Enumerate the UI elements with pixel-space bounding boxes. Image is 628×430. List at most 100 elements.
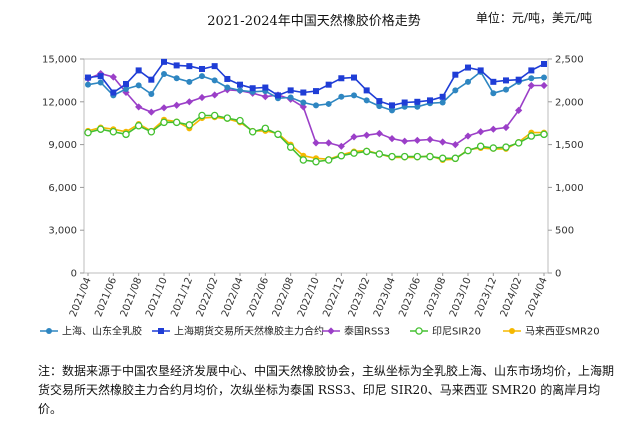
data-point	[375, 150, 384, 158]
data-point	[337, 142, 345, 150]
data-point	[274, 130, 282, 139]
data-point	[514, 139, 523, 147]
data-point	[262, 84, 269, 91]
chart-footnote: 注：数据来源于中国农垦经济发展中心、中国天然橡胶协会，主纵坐标为全乳胶上海、山东…	[38, 364, 615, 416]
right-axis-tick-label: 2,000	[555, 97, 584, 108]
left-axis-tick-label: 12,000	[42, 97, 77, 108]
data-point	[122, 130, 130, 139]
data-point	[249, 85, 256, 92]
data-point	[134, 122, 143, 130]
data-point	[338, 93, 345, 100]
data-point	[160, 104, 168, 112]
left-axis-tick-label: 3,000	[48, 226, 77, 237]
legend-item: 印尼SIR20	[410, 326, 481, 338]
data-point	[465, 78, 471, 85]
x-axis-tick-label: 2024/02	[499, 276, 525, 319]
data-point	[490, 90, 497, 97]
data-point	[123, 80, 129, 87]
data-point	[135, 67, 142, 74]
legend-marker	[509, 328, 515, 334]
right-axis-tick-label: 1,000	[555, 183, 584, 194]
x-axis-tick-label: 2023/08	[423, 276, 449, 319]
data-point	[161, 58, 167, 65]
data-point	[325, 139, 333, 147]
data-point	[527, 132, 536, 140]
series-0	[85, 68, 547, 114]
data-point	[401, 99, 408, 106]
data-point	[540, 130, 548, 139]
x-axis-tick-label: 2021/06	[93, 276, 119, 319]
data-point	[299, 156, 308, 164]
legend-marker	[158, 328, 164, 334]
data-point	[135, 82, 142, 89]
data-point	[439, 93, 446, 100]
data-point	[286, 143, 295, 151]
series-line	[87, 116, 544, 161]
data-point	[503, 86, 509, 93]
x-axis-tick-label: 2021/04	[68, 276, 94, 319]
data-point	[388, 135, 396, 143]
data-point	[413, 136, 421, 144]
x-axis-tick-label: 2023/12	[473, 276, 499, 319]
chart-title: 2021-2024年中国天然橡胶价格走势	[207, 13, 421, 29]
legend-item: 马来西亚SMR20	[503, 326, 600, 338]
data-point	[248, 128, 257, 136]
legend-marker	[327, 327, 335, 335]
x-axis-tick-label: 2022/02	[195, 276, 221, 319]
data-point	[160, 118, 168, 127]
data-point	[363, 131, 371, 139]
right-axis-tick-label: 500	[555, 226, 574, 237]
data-point	[275, 92, 281, 99]
data-point	[300, 99, 307, 106]
data-point	[312, 139, 320, 147]
data-point	[451, 154, 460, 163]
data-point	[438, 154, 447, 163]
data-point	[426, 135, 434, 144]
data-point	[186, 78, 193, 85]
data-point	[198, 93, 206, 102]
data-point	[96, 125, 105, 133]
data-point	[287, 87, 294, 94]
data-point	[528, 75, 535, 82]
data-point	[414, 103, 421, 110]
data-point	[465, 64, 471, 71]
data-point	[147, 128, 156, 136]
data-point	[211, 77, 218, 84]
data-point	[85, 81, 91, 88]
data-point	[351, 74, 357, 81]
data-point	[451, 141, 459, 149]
data-point	[84, 128, 92, 137]
data-point	[198, 111, 206, 120]
data-point	[185, 121, 194, 129]
data-point	[464, 132, 472, 140]
x-axis-tick-label: 2023/10	[448, 276, 474, 319]
data-point	[452, 87, 459, 94]
data-point	[261, 124, 270, 133]
data-point	[376, 98, 383, 105]
data-point	[351, 92, 357, 99]
data-point	[172, 118, 181, 127]
data-point	[350, 133, 358, 141]
x-axis-tick-label: 2023/04	[372, 276, 398, 319]
x-axis-tick-label: 2021/08	[119, 276, 145, 319]
series-4	[85, 114, 547, 164]
data-point	[224, 84, 231, 91]
data-point	[490, 78, 497, 85]
right-axis-tick-label: 1,500	[555, 140, 584, 151]
x-axis-tick-label: 2022/04	[220, 276, 246, 319]
data-point	[312, 157, 320, 166]
data-point	[476, 142, 485, 151]
data-point	[413, 152, 422, 161]
data-point	[237, 81, 243, 88]
x-axis-tick-label: 2022/10	[296, 276, 322, 319]
series-line	[87, 114, 545, 163]
data-point	[350, 149, 358, 157]
data-point	[325, 81, 332, 88]
data-point	[477, 67, 484, 74]
data-point	[337, 151, 346, 160]
data-point	[300, 89, 307, 96]
right-axis: 0 500 1,000 1,500 2,000 2,500	[548, 55, 584, 280]
right-axis-tick-label: 2,500	[555, 55, 584, 66]
data-point	[199, 73, 205, 80]
